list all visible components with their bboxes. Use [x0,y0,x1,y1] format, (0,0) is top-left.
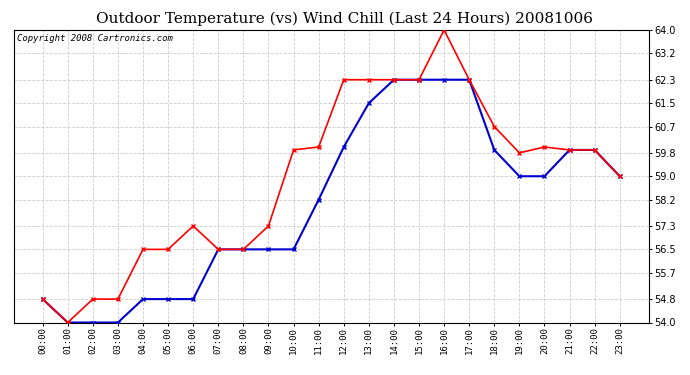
Text: Outdoor Temperature (vs) Wind Chill (Last 24 Hours) 20081006: Outdoor Temperature (vs) Wind Chill (Las… [97,11,593,26]
Text: Copyright 2008 Cartronics.com: Copyright 2008 Cartronics.com [17,34,173,44]
